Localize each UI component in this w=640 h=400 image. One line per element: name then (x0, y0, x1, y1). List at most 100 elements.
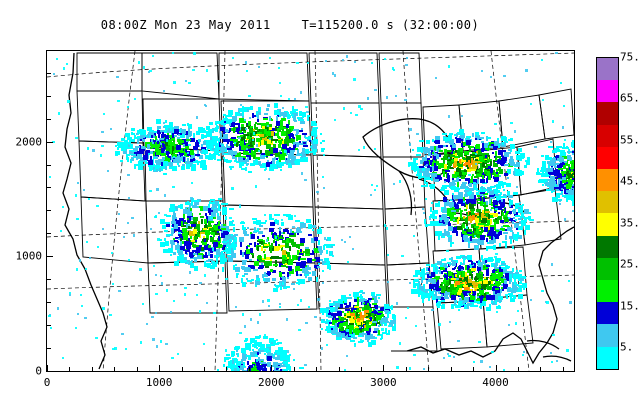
reflectivity-cell (288, 128, 291, 134)
reflectivity-cell (249, 242, 252, 245)
reflectivity-cell (427, 279, 433, 282)
reflectivity-cell (261, 367, 267, 371)
reflectivity-cell (361, 317, 364, 321)
reflectivity-cell (299, 243, 305, 246)
reflectivity-cell (86, 147, 90, 150)
reflectivity-cell (433, 160, 436, 163)
reflectivity-cell (377, 333, 383, 336)
reflectivity-cell (476, 174, 481, 177)
reflectivity-cell (241, 267, 247, 270)
reflectivity-cell (267, 299, 270, 302)
reflectivity-cell (279, 271, 282, 277)
reflectivity-cell (189, 260, 192, 266)
reflectivity-cell (74, 194, 78, 197)
reflectivity-cell (297, 244, 300, 250)
reflectivity-cell (271, 278, 277, 281)
reflectivity-cell (447, 161, 453, 166)
reflectivity-cell (250, 264, 255, 270)
reflectivity-cell (213, 128, 216, 131)
reflectivity-cell (558, 202, 562, 206)
reflectivity-cell (257, 231, 263, 234)
colorbar-tick-label: 45. (620, 174, 640, 188)
reflectivity-cell (279, 169, 282, 172)
reflectivity-cell (488, 247, 493, 250)
reflectivity-cell (289, 152, 294, 157)
reflectivity-cell (413, 162, 418, 165)
reflectivity-cell (429, 207, 433, 212)
reflectivity-cell (541, 98, 545, 102)
reflectivity-cell (288, 215, 294, 220)
reflectivity-cell (232, 265, 236, 271)
reflectivity-cell (492, 176, 495, 179)
reflectivity-cell (357, 340, 363, 344)
reflectivity-cell (291, 156, 296, 162)
reflectivity-cell (263, 118, 268, 121)
reflectivity-cell (483, 295, 489, 298)
reflectivity-cell (124, 348, 128, 351)
reflectivity-cell (301, 223, 307, 228)
reflectivity-cell (430, 221, 436, 224)
reflectivity-cell (426, 267, 429, 270)
reflectivity-cell (561, 188, 564, 191)
reflectivity-cell (322, 244, 325, 250)
reflectivity-cell (357, 297, 360, 300)
reflectivity-cell (222, 146, 227, 150)
reflectivity-cell (361, 300, 364, 304)
reflectivity-cell (465, 228, 469, 234)
reflectivity-cell (448, 263, 452, 266)
reflectivity-cell (284, 243, 290, 248)
reflectivity-cell (494, 229, 500, 233)
reflectivity-cell (365, 333, 368, 337)
reflectivity-cell (423, 160, 429, 166)
reflectivity-cell (388, 324, 391, 327)
reflectivity-cell (191, 224, 196, 227)
reflectivity-cell (200, 206, 205, 212)
reflectivity-cell (354, 305, 359, 309)
reflectivity-cell (292, 106, 295, 109)
reflectivity-cell (480, 264, 483, 270)
reflectivity-cell (312, 144, 317, 150)
reflectivity-cell (458, 266, 463, 271)
reflectivity-cell (503, 217, 509, 222)
reflectivity-cell (494, 206, 497, 209)
reflectivity-cell (388, 309, 391, 315)
reflectivity-cell (473, 185, 476, 191)
reflectivity-cell (371, 183, 374, 187)
reflectivity-cell (182, 156, 185, 162)
reflectivity-cell (407, 164, 411, 168)
reflectivity-cell (134, 163, 140, 167)
reflectivity-cell (160, 141, 166, 144)
reflectivity-cell (235, 267, 241, 272)
reflectivity-cell (330, 243, 335, 247)
reflectivity-cell (350, 330, 356, 336)
reflectivity-cell (445, 157, 448, 161)
reflectivity-cell (225, 278, 228, 281)
reflectivity-cell (360, 315, 366, 318)
reflectivity-cell (248, 120, 251, 126)
reflectivity-cell (510, 144, 515, 149)
reflectivity-cell (522, 354, 525, 357)
reflectivity-cell (442, 267, 448, 273)
colorbar-band (597, 191, 618, 214)
reflectivity-cell (287, 97, 291, 100)
reflectivity-cell (226, 357, 232, 360)
reflectivity-cell (249, 141, 252, 147)
reflectivity-cell (200, 218, 204, 224)
reflectivity-cell (456, 174, 460, 178)
x-minor-tick (248, 367, 250, 372)
reflectivity-cell (82, 189, 86, 192)
reflectivity-cell (218, 131, 222, 134)
x-minor-tick (405, 367, 407, 372)
reflectivity-cell (570, 167, 573, 173)
reflectivity-cell (470, 275, 474, 279)
reflectivity-cell (514, 215, 520, 218)
reflectivity-cell (296, 228, 302, 233)
reflectivity-cell (132, 149, 135, 153)
reflectivity-cell (216, 80, 220, 83)
reflectivity-cell (485, 246, 489, 252)
reflectivity-cell (131, 156, 134, 162)
reflectivity-cell (159, 238, 162, 242)
reflectivity-cell (278, 156, 282, 162)
reflectivity-cell (477, 134, 480, 137)
reflectivity-cell (213, 255, 219, 258)
